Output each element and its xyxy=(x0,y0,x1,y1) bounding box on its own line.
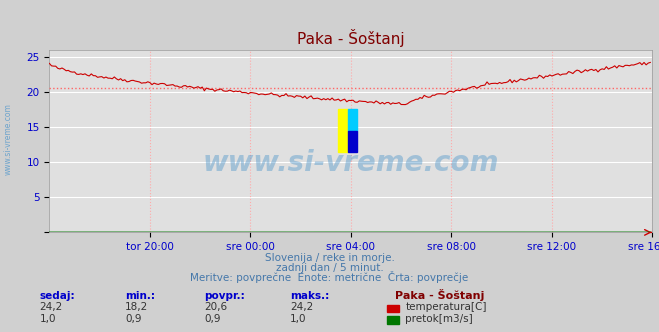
Bar xyxy=(338,110,348,152)
Text: 1,0: 1,0 xyxy=(40,314,56,324)
Text: min.:: min.: xyxy=(125,291,156,301)
Text: temperatura[C]: temperatura[C] xyxy=(405,302,487,312)
Text: zadnji dan / 5 minut.: zadnji dan / 5 minut. xyxy=(275,263,384,273)
Text: maks.:: maks.: xyxy=(290,291,330,301)
Text: 0,9: 0,9 xyxy=(204,314,221,324)
Text: Slovenija / reke in morje.: Slovenija / reke in morje. xyxy=(264,253,395,263)
Text: www.si-vreme.com: www.si-vreme.com xyxy=(3,104,13,175)
Text: povpr.:: povpr.: xyxy=(204,291,245,301)
Text: pretok[m3/s]: pretok[m3/s] xyxy=(405,314,473,324)
Text: Meritve: povprečne  Enote: metrične  Črta: povprečje: Meritve: povprečne Enote: metrične Črta:… xyxy=(190,271,469,283)
Text: www.si-vreme.com: www.si-vreme.com xyxy=(203,149,499,177)
Text: Paka - Šoštanj: Paka - Šoštanj xyxy=(395,289,485,301)
Text: 0,9: 0,9 xyxy=(125,314,142,324)
Bar xyxy=(348,110,357,130)
Text: 1,0: 1,0 xyxy=(290,314,306,324)
Text: 24,2: 24,2 xyxy=(290,302,313,312)
Text: 18,2: 18,2 xyxy=(125,302,148,312)
Text: 24,2: 24,2 xyxy=(40,302,63,312)
Text: 20,6: 20,6 xyxy=(204,302,227,312)
Title: Paka - Šoštanj: Paka - Šoštanj xyxy=(297,29,405,47)
Text: sedaj:: sedaj: xyxy=(40,291,75,301)
Bar xyxy=(348,130,357,152)
